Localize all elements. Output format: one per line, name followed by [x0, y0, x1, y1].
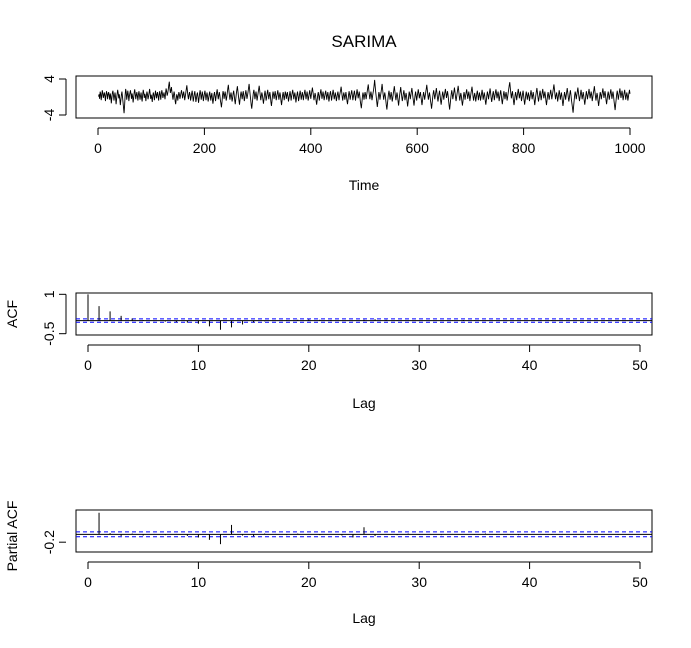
- acf-x-tick-label: 40: [522, 357, 538, 373]
- pacf-x-tick-label: 30: [411, 574, 427, 590]
- pacf-panel: 0 10 20 30 40 50 -0.2 Lag Partial ACF: [4, 501, 653, 626]
- series-line: [98, 79, 631, 114]
- series-x-tick-label: 1000: [614, 140, 645, 156]
- series-x-tick-label: 600: [406, 140, 430, 156]
- series-y-tick-label: 4: [41, 75, 57, 83]
- series-x-tick-label: 0: [94, 140, 102, 156]
- pacf-marks: [76, 512, 652, 545]
- series-panel: 0 200 400 600 800 1000 -4 4 Time: [41, 75, 653, 193]
- pacf-xlabel: Lag: [352, 610, 375, 626]
- pacf-x-tick-label: 40: [522, 574, 538, 590]
- acf-x-tick-label: 20: [301, 357, 317, 373]
- series-marks: [98, 79, 631, 114]
- series-x-tick-label: 400: [299, 140, 323, 156]
- pacf-plot-box: [75, 509, 653, 553]
- pacf-x-tick-label: 20: [301, 574, 317, 590]
- series-axes: 0 200 400 600 800 1000 -4 4: [41, 75, 646, 156]
- acf-x-tick-label: 10: [191, 357, 207, 373]
- acf-xlabel: Lag: [352, 395, 375, 411]
- acf-y-tick-label: 1: [41, 290, 57, 298]
- pacf-axes: 0 10 20 30 40 50 -0.2: [41, 530, 648, 590]
- series-plot-box: [75, 75, 653, 119]
- acf-x-tick-label: 0: [84, 357, 92, 373]
- acf-x-tick-label: 50: [632, 357, 648, 373]
- pacf-x-tick-label: 10: [191, 574, 207, 590]
- pacf-y-tick-label: -0.2: [41, 530, 57, 554]
- series-y-tick-label: -4: [41, 109, 57, 122]
- acf-y-tick-label: -0.5: [41, 321, 57, 345]
- acf-ylabel: ACF: [4, 300, 20, 328]
- series-x-tick-label: 200: [193, 140, 217, 156]
- series-x-tick-label: 800: [512, 140, 536, 156]
- pacf-ylabel: Partial ACF: [4, 501, 20, 572]
- acf-marks: [76, 294, 652, 330]
- series-xlabel: Time: [349, 177, 380, 193]
- acf-x-tick-label: 30: [411, 357, 427, 373]
- figure-title: SARIMA: [331, 32, 397, 51]
- acf-axes: 0 10 20 30 40 50 -0.5 1: [41, 290, 648, 373]
- pacf-x-tick-label: 50: [632, 574, 648, 590]
- acf-panel: 0 10 20 30 40 50 -0.5 1 Lag ACF: [4, 290, 653, 411]
- pacf-x-tick-label: 0: [84, 574, 92, 590]
- acf-plot-box: [75, 292, 653, 336]
